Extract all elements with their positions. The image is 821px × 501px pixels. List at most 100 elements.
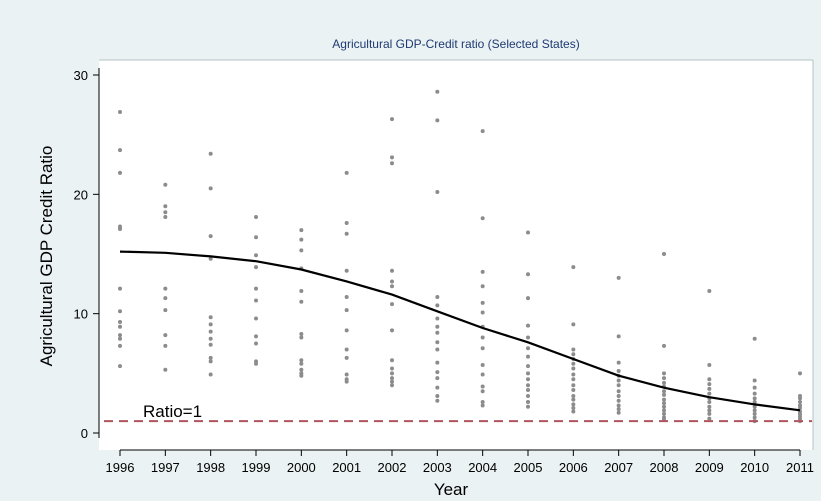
data-point <box>299 361 304 366</box>
data-point <box>616 334 621 339</box>
scatter-points <box>118 89 802 424</box>
data-point <box>435 118 440 123</box>
data-point <box>208 372 213 377</box>
x-tick-label: 2004 <box>468 460 497 475</box>
data-point <box>616 398 621 403</box>
data-point <box>390 371 394 376</box>
data-point <box>571 394 576 399</box>
data-point <box>118 324 122 329</box>
data-point <box>435 394 440 399</box>
data-point <box>208 234 213 239</box>
data-point <box>526 346 530 351</box>
data-point <box>526 404 530 409</box>
x-tick-label: 2006 <box>559 460 588 475</box>
data-point <box>435 316 440 321</box>
data-point <box>435 294 440 299</box>
data-point <box>662 401 666 406</box>
data-point <box>752 415 757 420</box>
data-point <box>118 170 122 175</box>
data-point <box>390 366 394 371</box>
data-point <box>616 383 621 388</box>
data-point <box>208 342 213 347</box>
data-point <box>163 210 168 215</box>
data-point <box>163 367 168 372</box>
data-point <box>390 117 394 122</box>
data-point <box>299 248 304 253</box>
data-point <box>662 404 666 409</box>
data-point <box>118 336 122 341</box>
data-point <box>390 376 394 381</box>
data-point <box>752 391 757 396</box>
y-axis: 0 10 20 30 <box>74 68 100 441</box>
data-point <box>163 215 168 220</box>
data-point <box>752 411 757 416</box>
data-point <box>390 379 394 384</box>
data-point <box>480 284 485 289</box>
data-point <box>526 399 530 404</box>
data-point <box>526 230 530 235</box>
data-point <box>571 397 576 402</box>
data-point <box>616 378 621 383</box>
data-point <box>571 322 576 327</box>
data-point <box>616 360 621 365</box>
data-point <box>344 308 349 313</box>
data-point <box>707 382 712 387</box>
data-point <box>435 398 440 403</box>
x-tick-label: 2002 <box>378 460 407 475</box>
data-point <box>526 323 530 328</box>
data-point <box>616 275 621 280</box>
data-point <box>616 394 621 399</box>
data-point <box>299 358 304 363</box>
data-point <box>344 379 349 384</box>
data-point <box>707 399 712 404</box>
y-axis-title: Agricultural GDP Credit Ratio <box>37 146 56 367</box>
x-tick-label: 2000 <box>287 460 316 475</box>
data-point <box>254 215 258 220</box>
x-tick-label: 2007 <box>604 460 633 475</box>
data-point <box>571 377 576 382</box>
data-point <box>254 286 258 291</box>
data-point <box>526 394 530 399</box>
plot-area <box>99 60 813 450</box>
data-point <box>163 182 168 187</box>
data-point <box>526 377 530 382</box>
data-point <box>118 343 122 348</box>
data-point <box>480 389 485 394</box>
data-point <box>752 396 757 401</box>
data-point <box>208 256 213 261</box>
data-point <box>118 333 122 338</box>
data-point <box>254 253 258 258</box>
x-tick-label: 1998 <box>196 460 225 475</box>
data-point <box>571 409 576 414</box>
data-point <box>662 389 666 394</box>
y-tick-label: 10 <box>74 307 88 322</box>
data-point <box>526 383 530 388</box>
data-point <box>390 358 394 363</box>
data-point <box>299 228 304 233</box>
y-tick-label: 0 <box>81 426 88 441</box>
data-point <box>480 403 485 408</box>
data-point <box>118 309 122 314</box>
data-point <box>571 366 576 371</box>
data-point <box>662 397 666 402</box>
data-point <box>208 329 213 334</box>
data-point <box>118 109 122 114</box>
data-point <box>390 155 394 160</box>
data-point <box>571 347 576 352</box>
data-point <box>798 405 802 410</box>
data-point <box>208 151 213 156</box>
data-point <box>299 373 304 378</box>
data-point <box>707 391 712 396</box>
data-point <box>616 410 621 415</box>
data-point <box>254 361 258 366</box>
data-point <box>344 231 349 236</box>
data-point <box>435 360 440 365</box>
data-point <box>480 216 485 221</box>
data-point <box>752 408 757 413</box>
data-point <box>163 343 168 348</box>
data-point <box>480 269 485 274</box>
data-point <box>163 286 168 291</box>
x-tick-label: 1996 <box>106 460 135 475</box>
data-point <box>707 416 712 421</box>
data-point <box>571 372 576 377</box>
